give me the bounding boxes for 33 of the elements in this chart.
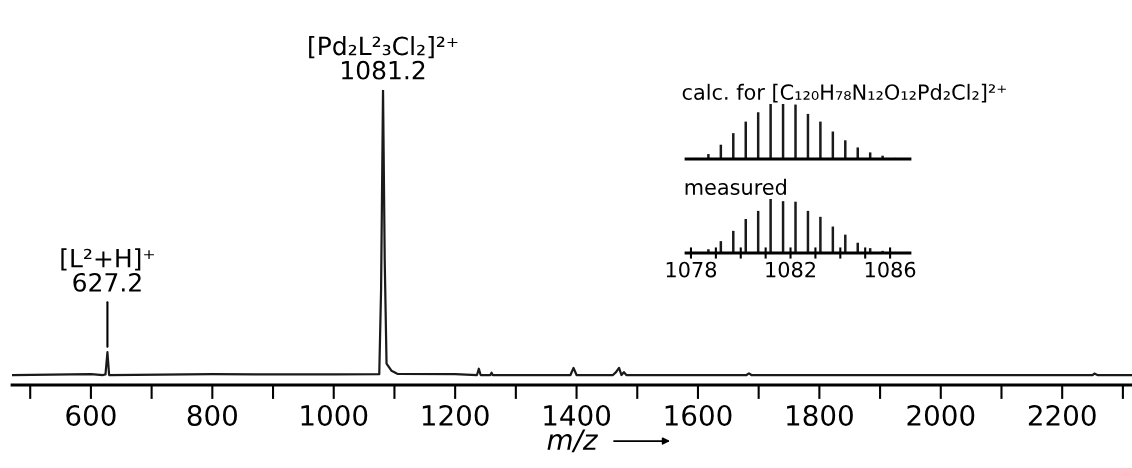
x-tick-label: 800 xyxy=(187,404,237,426)
x-tick-label: 2000 xyxy=(907,404,975,426)
chart-title: calc. for [C₁₂₀H₇₈N₁₂O₁₂Pd₂Cl₂]²⁺ xyxy=(682,83,1006,103)
bar xyxy=(744,218,747,253)
bar xyxy=(856,242,859,253)
x-tick-label: 1078 xyxy=(666,261,717,278)
x-tick-label: 1000 xyxy=(301,404,368,426)
x-tick-label: 1200 xyxy=(422,404,489,426)
x-tick-label: 2200 xyxy=(1028,404,1096,426)
x-tick-label: 1400 xyxy=(544,404,611,426)
x-axis-title: m/z xyxy=(547,429,598,453)
bar xyxy=(794,201,797,253)
x-tick-label: 1086 xyxy=(865,261,916,278)
bar xyxy=(732,133,735,159)
bar xyxy=(707,249,710,253)
x-tick-label: 600 xyxy=(66,404,116,426)
bar xyxy=(769,104,772,159)
annotation: [L²+H]⁺ 627.2 xyxy=(61,248,154,292)
bar xyxy=(707,154,710,159)
bar xyxy=(819,216,822,253)
x-tick-label: 1082 xyxy=(766,261,815,278)
bar xyxy=(844,140,847,159)
x-tick-label: 1800 xyxy=(787,404,853,426)
bar xyxy=(856,147,859,159)
bar xyxy=(819,121,822,159)
bar xyxy=(769,199,772,253)
bar xyxy=(794,104,797,159)
bar xyxy=(744,121,747,159)
annotation: [Pd₂L²₃Cl₂]²⁺ 1081.2 xyxy=(309,36,458,80)
bar xyxy=(732,230,735,253)
bar xyxy=(844,234,847,253)
chart-title: measured xyxy=(685,178,786,195)
x-tick-label: 1600 xyxy=(665,404,732,426)
